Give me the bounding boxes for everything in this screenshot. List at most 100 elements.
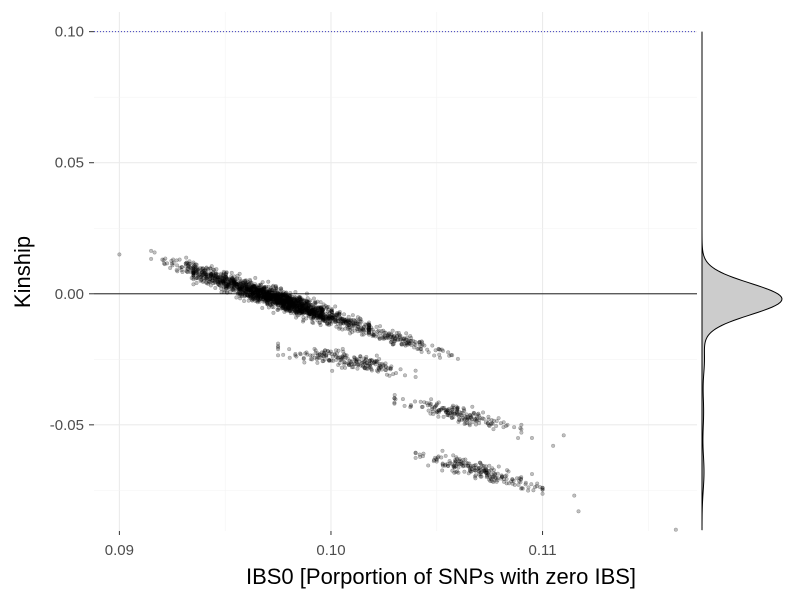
data-point — [252, 294, 257, 299]
data-point — [302, 303, 307, 308]
data-point — [347, 325, 352, 330]
data-point — [303, 310, 308, 315]
data-point — [268, 297, 273, 302]
data-point — [288, 298, 293, 303]
data-point — [269, 294, 274, 299]
data-point — [488, 476, 493, 481]
data-point — [289, 302, 294, 307]
data-point — [276, 294, 281, 299]
data-point — [347, 320, 352, 325]
data-point — [264, 290, 269, 295]
data-point — [318, 314, 323, 319]
data-point — [280, 300, 285, 305]
data-point — [240, 285, 245, 290]
data-point — [329, 319, 334, 324]
data-point — [436, 347, 441, 352]
data-point — [251, 284, 256, 289]
data-point — [316, 316, 321, 321]
data-point — [349, 322, 354, 327]
data-point — [293, 295, 298, 300]
data-point — [189, 276, 194, 281]
data-point — [358, 354, 363, 359]
data-point — [271, 292, 276, 297]
data-point — [280, 299, 285, 304]
data-point — [250, 290, 255, 295]
data-point — [208, 272, 213, 277]
data-point — [313, 309, 318, 314]
data-point — [298, 309, 303, 314]
data-point — [467, 461, 472, 466]
data-point — [308, 312, 313, 317]
data-point — [307, 312, 312, 317]
data-point — [288, 302, 293, 307]
data-point — [274, 295, 279, 300]
data-point — [278, 298, 283, 303]
data-point — [334, 313, 339, 318]
data-point — [290, 300, 295, 305]
data-point — [561, 433, 566, 438]
data-point — [282, 301, 287, 306]
data-point — [191, 270, 196, 275]
data-point — [208, 266, 213, 271]
data-point — [283, 305, 288, 310]
data-point — [284, 299, 289, 304]
data-point — [265, 290, 270, 295]
data-point — [297, 295, 302, 300]
data-point — [486, 414, 491, 419]
data-point — [250, 294, 255, 299]
data-point — [262, 294, 267, 299]
data-point — [291, 304, 296, 309]
data-point — [382, 330, 387, 335]
data-point — [244, 286, 249, 291]
data-point — [316, 305, 321, 310]
data-point — [481, 410, 486, 415]
data-point — [280, 297, 285, 302]
data-point — [284, 298, 289, 303]
data-point — [337, 326, 342, 331]
data-point — [234, 295, 239, 300]
data-point — [357, 322, 362, 327]
data-point — [265, 292, 270, 297]
data-point — [281, 295, 286, 300]
data-point — [483, 468, 488, 473]
data-point — [351, 317, 356, 322]
data-point — [440, 462, 445, 467]
data-point — [305, 306, 310, 311]
data-point — [318, 313, 323, 318]
data-point — [422, 400, 427, 405]
data-point — [276, 296, 281, 301]
data-point — [258, 287, 263, 292]
data-point — [419, 349, 424, 354]
data-point — [446, 350, 451, 355]
data-point — [320, 309, 325, 314]
data-point — [323, 303, 328, 308]
data-point — [434, 402, 439, 407]
data-point — [262, 295, 267, 300]
data-point — [256, 293, 261, 298]
data-point — [529, 482, 534, 487]
data-point — [336, 362, 341, 367]
data-point — [530, 472, 535, 477]
data-point — [283, 291, 288, 296]
data-point — [292, 296, 297, 301]
data-point — [265, 302, 270, 307]
data-point — [279, 296, 284, 301]
data-point — [203, 268, 208, 273]
data-point — [335, 322, 340, 327]
data-point — [228, 279, 233, 284]
data-point — [284, 302, 289, 307]
data-point — [257, 293, 262, 298]
data-point — [261, 285, 266, 290]
data-point — [402, 403, 407, 408]
data-point — [274, 295, 279, 300]
data-point — [237, 287, 242, 292]
data-point — [317, 352, 322, 357]
data-point — [330, 315, 335, 320]
data-point — [234, 282, 239, 287]
data-point — [256, 293, 261, 298]
data-point — [320, 312, 325, 317]
data-point — [219, 271, 224, 276]
data-point — [281, 304, 286, 309]
data-point — [304, 316, 309, 321]
data-point — [294, 315, 299, 320]
